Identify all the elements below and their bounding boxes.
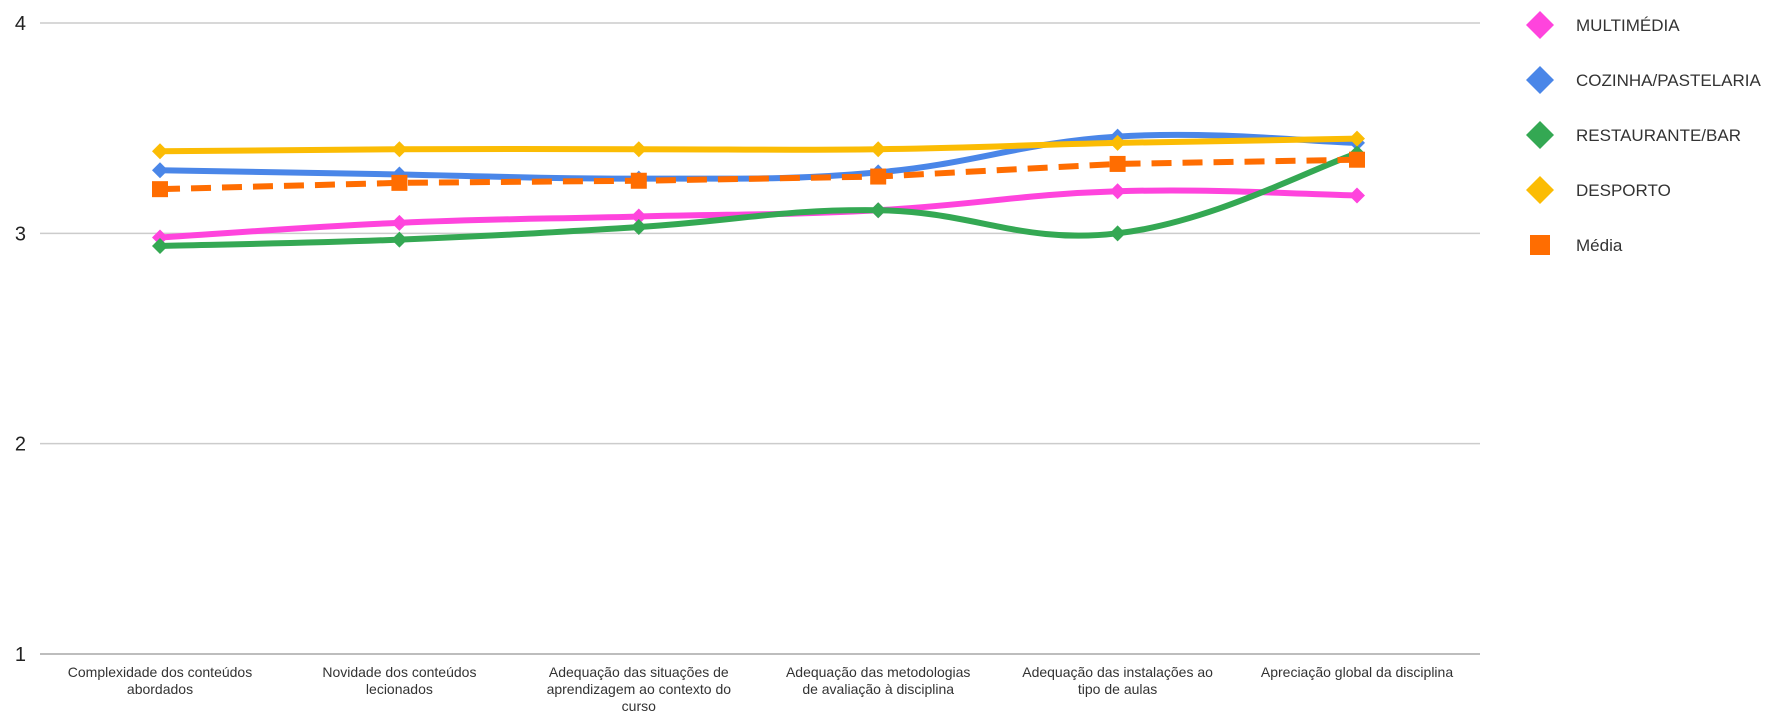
legend-square-marker — [1530, 235, 1550, 255]
data-point — [391, 141, 408, 158]
data-point — [152, 143, 168, 160]
legend-item: COZINHA/PASTELARIA — [1526, 66, 1761, 94]
series-m-dia — [152, 151, 1365, 198]
x-tick-label-line: aprendizagem ao contexto do — [547, 681, 732, 697]
legend: MULTIMÉDIA COZINHA/PASTELARIA RESTAURANTE/… — [1526, 11, 1761, 255]
data-point — [1349, 151, 1365, 168]
x-tick-label-line: Apreciação global da disciplina — [1261, 664, 1453, 680]
data-point — [1109, 183, 1126, 200]
legend-label: COZINHA/PASTELARIA — [1576, 71, 1761, 90]
legend-item: RESTAURANTE/BAR — [1526, 121, 1741, 149]
legend-item: MULTIMÉDIA — [1526, 11, 1680, 39]
data-point — [1109, 155, 1126, 172]
x-tick-label-line: de avaliação à disciplina — [802, 681, 954, 697]
data-point — [630, 141, 647, 158]
y-tick-label: 3 — [15, 223, 26, 245]
data-point — [1109, 225, 1126, 242]
x-tick-label-line: lecionados — [366, 681, 433, 697]
data-point — [630, 208, 647, 225]
data-point — [152, 237, 168, 254]
legend-item: DESPORTO — [1526, 176, 1671, 204]
data-point — [870, 141, 887, 158]
data-point — [152, 229, 168, 246]
series-line — [159, 135, 1358, 155]
x-tick-label-line: Novidade dos conteúdos — [322, 664, 476, 680]
x-axis-labels: Complexidade dos conteúdos abordados Novid… — [68, 664, 1454, 714]
x-tick-label: Adequação das situações de aprendizagem a… — [547, 664, 732, 714]
x-tick-label-line: tipo de aulas — [1078, 681, 1157, 697]
legend-label: RESTAURANTE/BAR — [1576, 126, 1741, 145]
data-point — [870, 168, 887, 185]
x-tick-label-line: Adequação das instalações ao — [1022, 664, 1213, 680]
data-point — [630, 219, 647, 236]
series-line — [159, 156, 1358, 193]
legend-diamond-marker — [1526, 66, 1554, 94]
y-axis-ticks: 1 2 3 4 — [15, 13, 26, 666]
data-point — [1349, 187, 1365, 204]
series-lines — [152, 128, 1365, 254]
data-point — [870, 202, 887, 219]
data-point — [1349, 130, 1365, 147]
data-point — [391, 231, 408, 248]
gridlines — [40, 22, 1480, 655]
y-tick-label: 4 — [15, 13, 26, 35]
data-point — [391, 214, 408, 231]
x-tick-label: Apreciação global da disciplina — [1261, 664, 1453, 680]
x-tick-label: Adequação das metodologias de avaliação à… — [786, 664, 970, 697]
x-tick-label: Complexidade dos conteúdos abordados — [68, 664, 252, 697]
x-tick-label-line: curso — [622, 698, 656, 714]
legend-item: Média — [1530, 235, 1623, 255]
legend-diamond-marker — [1526, 11, 1554, 39]
x-tick-label-line: abordados — [127, 681, 193, 697]
data-point — [152, 181, 168, 198]
y-tick-label: 2 — [15, 434, 26, 456]
x-tick-label: Adequação das instalações ao tipo de aula… — [1022, 664, 1213, 697]
data-point — [152, 162, 168, 179]
x-tick-label-line: Complexidade dos conteúdos — [68, 664, 252, 680]
data-point — [391, 174, 408, 191]
legend-label: DESPORTO — [1576, 181, 1671, 200]
legend-diamond-marker — [1526, 121, 1554, 149]
series-line — [159, 150, 1358, 249]
legend-label: Média — [1576, 236, 1623, 255]
x-tick-label-line: Adequação das situações de — [549, 664, 729, 680]
legend-label: MULTIMÉDIA — [1576, 16, 1680, 35]
x-tick-label: Novidade dos conteúdos lecionados — [322, 664, 476, 697]
series-desporto — [152, 130, 1365, 160]
y-tick-label: 1 — [15, 644, 26, 666]
legend-diamond-marker — [1526, 176, 1554, 204]
data-point — [1109, 134, 1126, 151]
data-point — [630, 172, 647, 189]
x-tick-label-line: Adequação das metodologias — [786, 664, 970, 680]
